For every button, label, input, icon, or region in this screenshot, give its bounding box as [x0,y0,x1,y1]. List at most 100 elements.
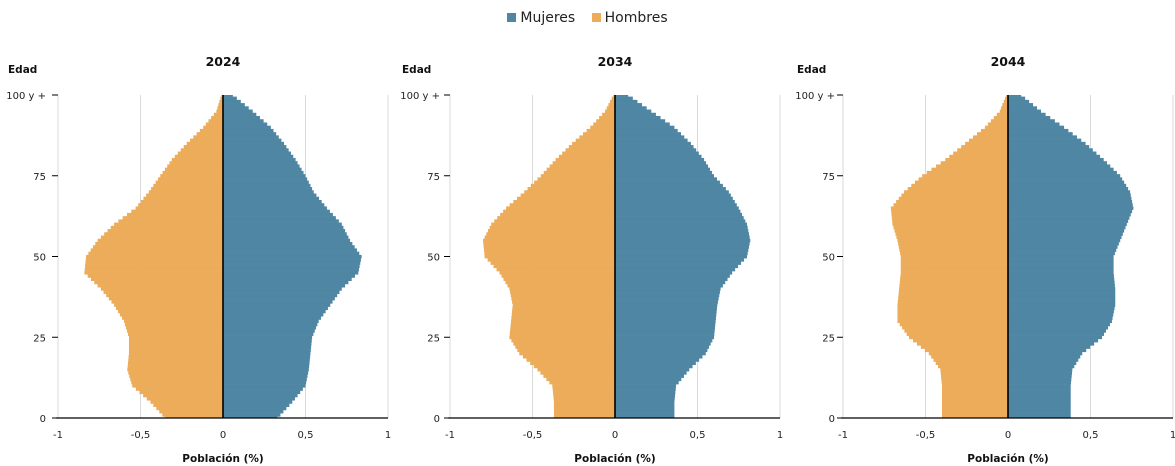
bar-mujeres-age-69 [615,193,731,198]
bar-mujeres-age-21 [223,348,311,353]
bar-hombres-age-53 [92,245,223,249]
bar-mujeres-age-100 [223,95,233,97]
bar-mujeres-age-70 [1008,190,1131,194]
bar-mujeres-age-29 [1008,322,1110,327]
bar-hombres-age-73 [914,180,1008,185]
bar-hombres-age-51 [88,251,223,256]
bar-hombres-age-86 [575,138,615,143]
bar-hombres-age-74 [918,177,1008,181]
bar-mujeres-age-98 [615,99,638,104]
bar-hombres-age-40 [100,287,223,291]
bar-hombres-age-8 [552,390,615,395]
bar-mujeres-age-3 [1008,406,1071,411]
bar-mujeres-age-84 [223,145,287,149]
bar-mujeres-age-4 [223,403,290,407]
bar-mujeres-age-36 [223,300,333,304]
bar-hombres-age-97 [608,103,615,107]
bar-mujeres-age-68 [1008,196,1132,201]
bar-mujeres-age-5 [1008,400,1071,404]
bar-mujeres-age-10 [223,384,306,388]
bar-hombres-age-63 [126,212,223,217]
bar-mujeres-age-48 [1008,261,1114,265]
bar-hombres-age-4 [942,403,1008,407]
bar-mujeres-age-83 [223,148,289,152]
bar-mujeres-age-2 [1008,409,1071,414]
y-tick-label: 25 [427,333,440,344]
bar-mujeres-age-59 [615,225,748,230]
bar-mujeres-age-88 [1008,132,1073,136]
bar-mujeres-age-95 [1008,109,1041,114]
bar-hombres-age-3 [553,406,615,411]
bar-hombres-age-0 [165,416,223,419]
bar-hombres-age-39 [510,290,615,294]
bar-hombres-age-19 [128,355,223,359]
legend-swatch-hombres [591,13,601,22]
bar-hombres-age-13 [543,374,615,378]
bar-mujeres-age-6 [1008,397,1071,401]
bar-hombres-age-76 [926,170,1008,175]
bar-hombres-age-80 [945,157,1008,162]
bar-hombres-age-93 [211,115,223,120]
bar-mujeres-age-47 [223,264,360,269]
legend-label-hombres: Hombres [604,10,668,26]
bar-hombres-age-63 [891,212,1008,217]
bar-hombres-age-93 [993,115,1008,120]
bar-mujeres-age-51 [223,251,360,256]
bar-mujeres-age-42 [615,280,726,285]
bar-hombres-age-18 [526,358,615,362]
bar-mujeres-age-29 [615,322,716,327]
bar-hombres-age-96 [606,106,615,110]
bar-mujeres-age-74 [223,177,308,181]
y-axis-label: Edad [402,64,431,76]
bar-mujeres-age-17 [1008,361,1077,366]
bar-mujeres-age-37 [1008,296,1116,301]
bar-hombres-age-17 [935,361,1008,366]
bar-mujeres-age-77 [223,167,302,172]
bar-mujeres-age-33 [223,309,326,314]
bar-mujeres-age-38 [223,293,338,298]
bar-mujeres-age-13 [615,374,684,378]
bar-mujeres-age-64 [615,209,741,214]
bar-hombres-age-33 [897,309,1008,314]
bar-mujeres-age-71 [223,187,313,191]
bar-mujeres-age-33 [615,309,717,314]
bar-hombres-age-52 [483,248,615,252]
bar-hombres-age-9 [942,387,1008,391]
bar-mujeres-age-56 [1008,235,1122,240]
bar-hombres-age-74 [157,177,223,181]
bar-mujeres-age-18 [615,358,700,362]
bar-mujeres-age-60 [1008,222,1127,227]
bar-mujeres-age-10 [615,384,677,388]
bar-hombres-age-90 [590,125,615,130]
bar-hombres-age-34 [897,306,1008,311]
y-tick-label: 100 y + [400,91,440,102]
bar-hombres-age-71 [151,187,223,191]
bar-hombres-age-13 [129,374,223,378]
bar-hombres-age-35 [512,303,615,307]
bar-hombres-age-43 [91,277,223,282]
y-tick-label: 75 [822,172,835,183]
bar-mujeres-age-69 [223,193,317,198]
bar-mujeres-age-75 [1008,174,1121,178]
bar-mujeres-age-67 [223,199,322,204]
bar-hombres-age-92 [208,119,223,123]
bar-hombres-age-89 [199,128,223,133]
bar-mujeres-age-16 [1008,364,1075,369]
legend-item-mujeres: Mujeres [507,10,575,26]
bar-hombres-age-37 [898,296,1008,301]
bar-hombres-age-42 [899,280,1008,285]
bar-hombres-age-17 [127,361,223,366]
bar-hombres-age-25 [509,335,615,340]
bar-hombres-age-46 [496,267,615,272]
bar-hombres-age-64 [131,209,223,214]
bar-mujeres-age-61 [615,219,746,223]
bar-hombres-age-30 [124,319,223,324]
bar-mujeres-age-59 [1008,225,1126,230]
bar-mujeres-age-96 [615,106,647,110]
bar-hombres-age-49 [85,258,223,262]
bar-mujeres-age-99 [1008,96,1026,101]
bar-mujeres-age-87 [1008,135,1077,139]
bar-mujeres-age-70 [223,190,314,194]
bar-mujeres-age-74 [1008,177,1123,181]
bar-mujeres-age-80 [223,157,296,162]
